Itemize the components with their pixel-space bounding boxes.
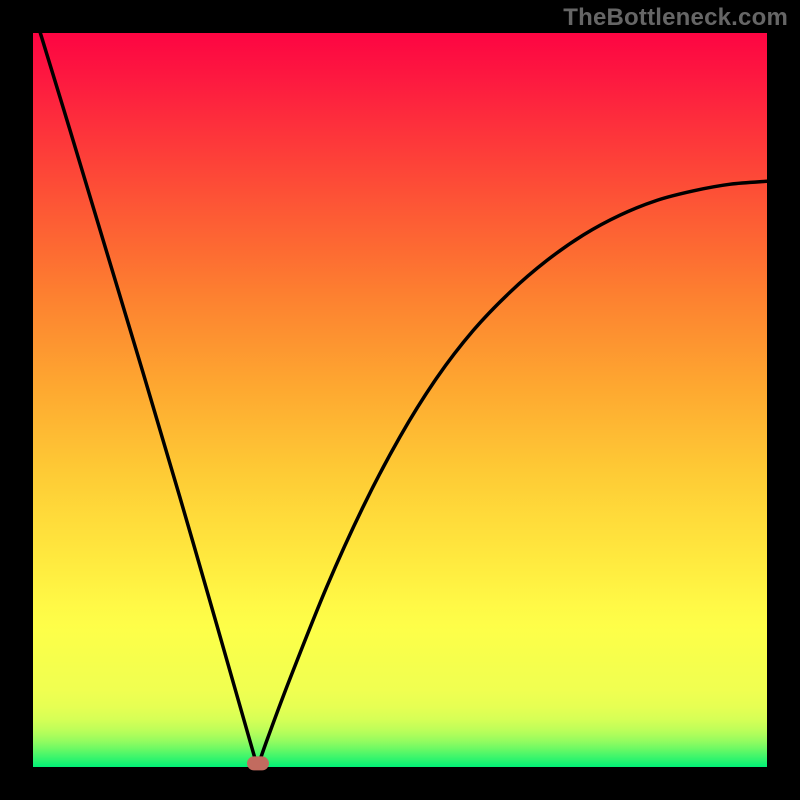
bottleneck-curve (33, 33, 767, 767)
plot-area (33, 33, 767, 767)
watermark-text: TheBottleneck.com (563, 4, 788, 32)
minimum-marker (247, 757, 269, 770)
chart-frame: TheBottleneck.com (0, 0, 800, 800)
curve-path (40, 33, 767, 767)
